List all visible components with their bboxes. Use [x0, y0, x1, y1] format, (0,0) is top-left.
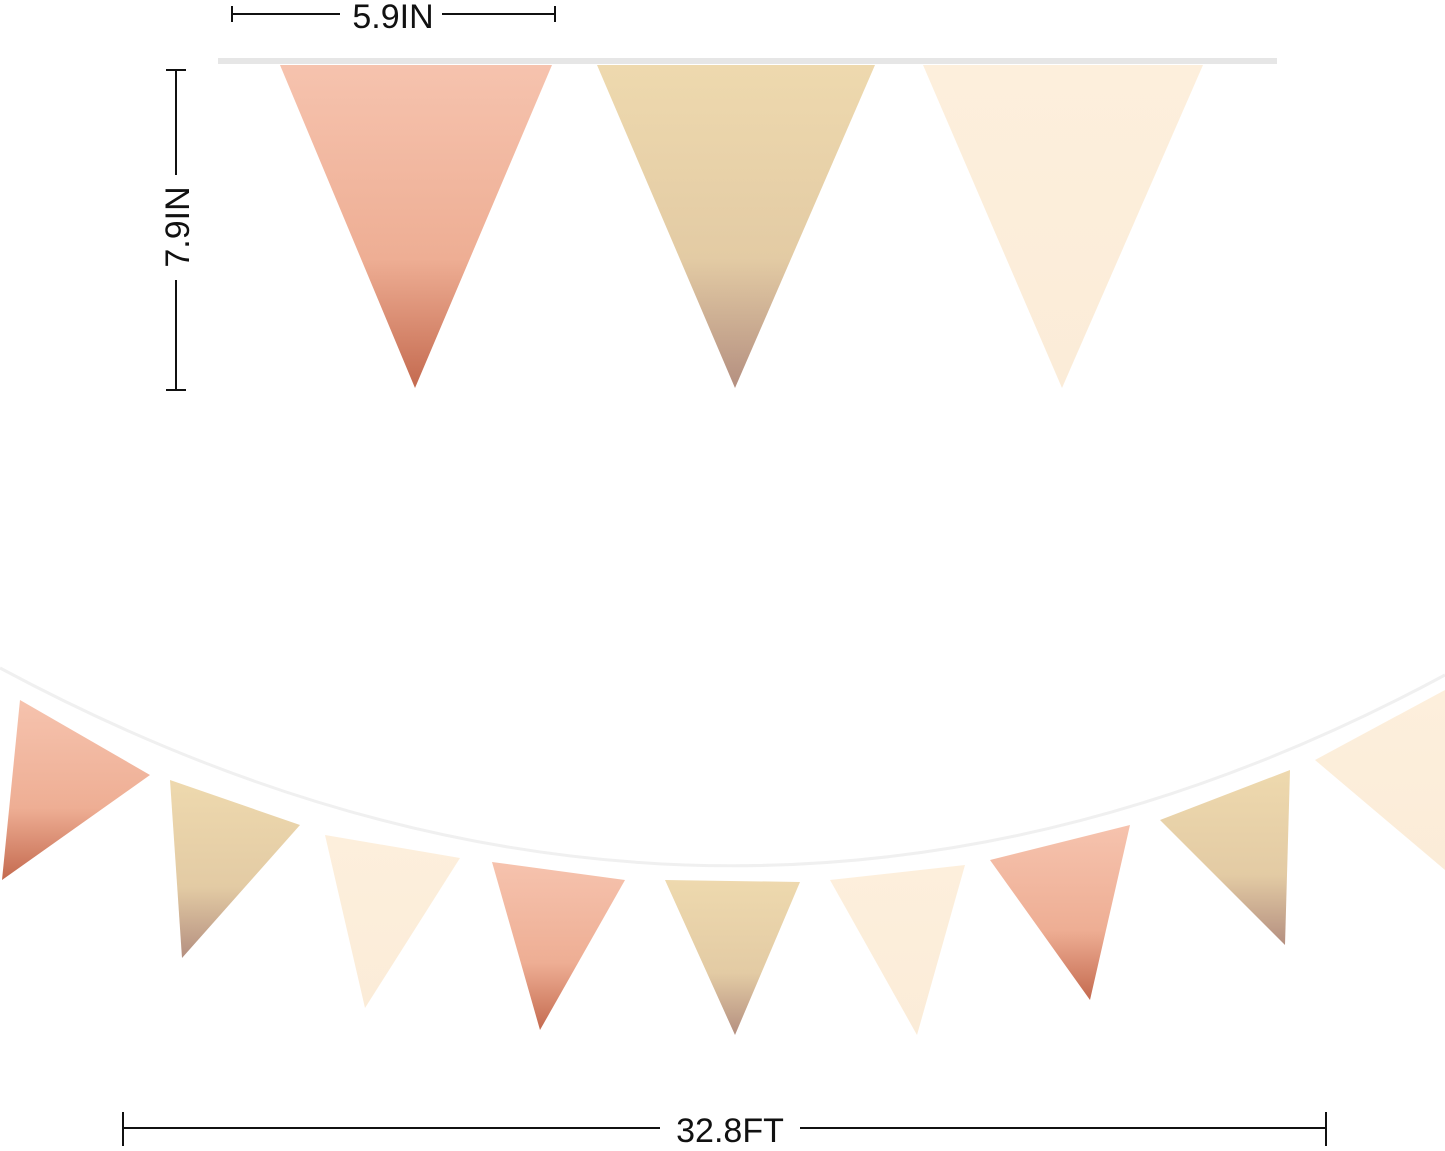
pennant-flag-cream [325, 835, 460, 1008]
pennant-flag-cream [1315, 690, 1445, 870]
pennant-flag-gold [597, 65, 875, 388]
pennant-flag-cream [923, 65, 1203, 388]
pennant-flag-rose-gold [492, 862, 625, 1030]
height-dimension: 7.9IN [159, 69, 197, 391]
bottom-string [0, 666, 1445, 868]
pennant-flag-gold [665, 880, 800, 1035]
pennant-flag-cream [830, 865, 965, 1035]
pennant-flag-gold [1160, 770, 1290, 945]
height-label: 7.9IN [159, 186, 197, 267]
width-dimension: 5.9IN [231, 0, 556, 36]
top-string [218, 58, 1277, 64]
length-dimension: 32.8FT [122, 1112, 1327, 1150]
length-label: 32.8FT [676, 1112, 784, 1150]
top-flags [280, 65, 1203, 388]
pennant-flag-rose-gold [280, 65, 552, 388]
pennant-flag-rose-gold [2, 700, 150, 880]
pennant-flag-gold [170, 780, 300, 958]
bottom-flags [2, 690, 1445, 1035]
pennant-flag-rose-gold [990, 825, 1130, 1000]
width-label: 5.9IN [352, 0, 433, 36]
